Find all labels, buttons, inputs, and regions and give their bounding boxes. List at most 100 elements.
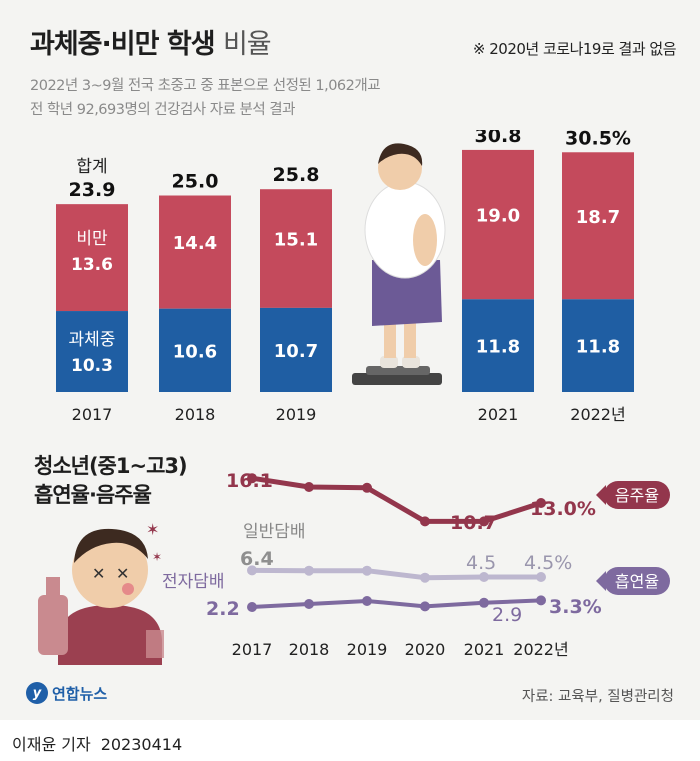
data-point [304,482,314,492]
x-tick-label: 2019 [347,640,388,659]
data-point [362,482,372,493]
logo-text: 연합뉴스 [52,684,108,703]
line-title-1: 청소년(중1~고3) [34,454,188,478]
x-tick-label: 2021 [478,405,519,424]
data-label: 2.9 [492,604,522,626]
total-label: 23.9 [69,179,116,201]
series-label-ecigarette: 전자담배 [162,572,225,592]
scale-top [366,366,430,375]
legend-badge: 음주율 [615,486,659,505]
data-point [536,595,546,606]
dizzy-student-illustration: ✕ ✕ ✶ ✶ [38,520,164,665]
arm [413,214,437,266]
data-point [247,473,257,484]
data-point [304,599,314,609]
badge-pointer [596,571,606,591]
series-label-obese: 비만 [76,229,108,249]
series-label-overweight: 과체중 [69,330,116,350]
leg-left [384,316,396,358]
series-line [251,475,542,524]
data-label: 4.5 [466,552,496,574]
x-tick-label: 2018 [289,640,330,659]
bottle-neck [46,577,60,597]
x-eye-right: ✕ [116,564,129,583]
badge-pill [604,481,670,509]
legend-badge: 흡연율 [615,572,659,591]
cheek [122,583,134,595]
logo-icon: y [26,682,48,704]
data-point [420,601,430,612]
data-point [479,572,489,582]
covid-note: ※ 2020년 코로나19로 결과 없음 [472,40,677,58]
x-tick-label: 2021 [464,640,505,659]
badge-pill [604,567,670,595]
data-label: 3.3% [549,596,602,618]
page-title: 과체중·비만 학생 비율 [30,22,272,61]
bar-overweight [260,307,332,392]
line-title-2: 흡연율·음주율 [34,483,152,507]
x-tick-label: 2022년 [513,640,568,659]
line-chart-title: 청소년(중1~고3) 흡연율·음주율 [34,452,188,510]
glass [146,630,164,658]
data-point [479,516,489,527]
bar-obese [260,189,332,308]
data-point [479,597,489,608]
data-point [420,572,430,583]
data-label: 10.7 [450,512,497,534]
data-point [247,602,257,612]
reporter-name: 이재윤 기자 [12,735,91,754]
bar-overweight [462,299,534,392]
data-label: 16.1 [226,470,273,492]
total-label: 25.8 [273,164,320,186]
bar-obese [56,204,128,312]
x-tick-label: 2020 [405,640,446,659]
value-label-obese: 14.4 [173,233,217,254]
source-credit: 자료: 교육부, 질병관리청 [521,689,674,705]
leg-right [404,316,416,358]
subtitle: 2022년 3~9월 전국 초중고 중 표본으로 선정된 1,062개교 전 학… [30,74,381,122]
shorts [372,260,442,326]
value-label-obese: 15.1 [274,230,318,251]
bottle [38,595,68,655]
subtitle-line-1: 2022년 3~9월 전국 초중고 중 표본으로 선정된 1,062개교 [30,78,381,94]
total-label: 25.0 [172,171,219,193]
data-point [536,572,546,582]
hair [378,143,423,166]
publish-date: 20230414 [100,735,183,754]
star-icon: ✶ [152,550,162,564]
value-label-overweight: 10.3 [71,356,113,376]
shoe-left [380,356,398,368]
x-tick-label: 2018 [175,405,216,424]
subtitle-line-2: 전 학년 92,693명의 건강검사 자료 분석 결과 [30,102,296,118]
data-label: 4.5% [524,552,572,574]
star-icon: ✶ [146,520,159,539]
bar-overweight [56,311,128,392]
value-label-obese: 13.6 [71,255,113,275]
head [378,146,422,190]
value-label-overweight: 10.7 [274,341,318,362]
total-label: 30.8 [475,130,522,147]
data-point [304,565,314,576]
x-tick-label: 2017 [72,405,113,424]
badge-pointer [596,485,606,505]
data-label: 6.4 [240,548,274,570]
scale-base [352,373,442,385]
series-line [251,598,542,609]
data-label: 13.0% [530,498,596,520]
data-point [536,498,546,508]
bar-obese [462,149,534,300]
yonhap-logo: y 연합뉴스 [26,682,107,704]
value-label-overweight: 11.8 [576,337,620,358]
value-label-overweight: 11.8 [476,337,520,358]
bar-overweight [562,299,634,392]
value-label-obese: 19.0 [476,206,520,227]
data-point [420,516,430,527]
title-suffix: 비율 [222,29,272,60]
series-label-cigarette: 일반담배 [243,522,306,542]
student-illustration [352,143,446,385]
data-point [247,565,257,576]
bar-obese [159,195,231,309]
bar-overweight [159,308,231,392]
hair [74,528,148,563]
